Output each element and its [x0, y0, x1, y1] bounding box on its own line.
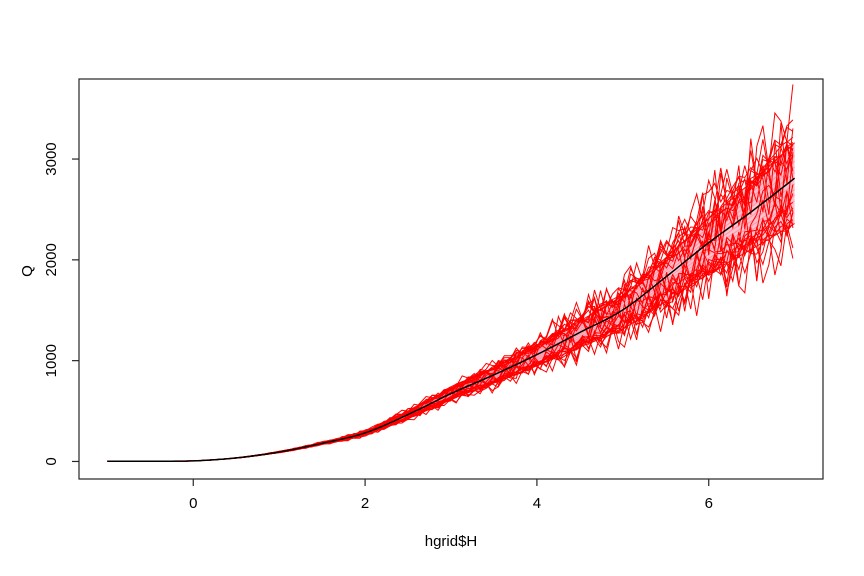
x-axis-label: hgrid$H: [424, 533, 478, 550]
plot-box: [78, 78, 824, 480]
median-curve-line: [107, 177, 796, 463]
band-stripe-line: [107, 189, 795, 462]
ensemble-line: [107, 139, 794, 462]
x-tick-label: 6: [705, 495, 713, 512]
ensemble-line: [107, 184, 794, 462]
band-stripe-line: [107, 155, 795, 462]
ensemble-line: [107, 125, 794, 462]
band-stripe-line: [107, 177, 795, 462]
ensemble-line: [107, 184, 794, 462]
band-stripe-line: [107, 183, 795, 462]
ensemble-line: [107, 139, 794, 462]
ensemble-line: [107, 126, 794, 462]
ensemble-line: [107, 140, 794, 462]
ensemble-line: [107, 143, 794, 462]
y-tick-label: 1000: [43, 344, 60, 377]
x-tick-label: 0: [189, 495, 197, 512]
y-tick-label: 2000: [43, 243, 60, 276]
y-tick-label: 0: [43, 457, 60, 465]
band-stripe-line: [107, 160, 795, 462]
y-tick-label: 3000: [43, 142, 60, 175]
y-axis-label: Q: [19, 265, 36, 277]
x-tick-label: 4: [533, 495, 541, 512]
ensemble-line: [107, 142, 794, 462]
ensemble-line: [107, 119, 794, 462]
x-tick-label: 2: [361, 495, 369, 512]
ensemble-line: [107, 142, 794, 462]
band-stripe-line: [107, 172, 795, 462]
ensemble-line: [107, 138, 794, 462]
